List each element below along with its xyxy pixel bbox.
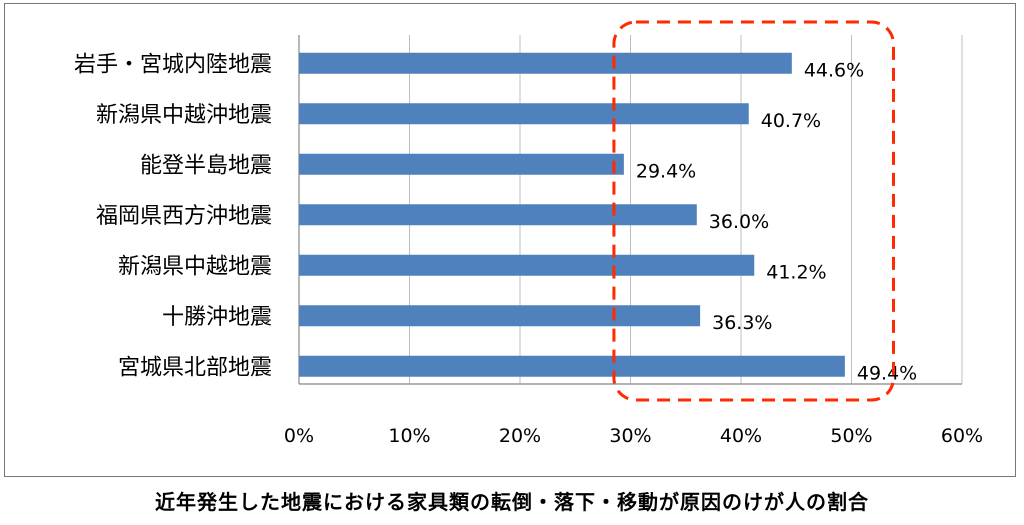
highlight-box — [612, 20, 895, 402]
category-label: 能登半島地震 — [140, 153, 272, 178]
value-label: 40.7% — [761, 110, 821, 132]
chart-caption: 近年発生した地震における家具類の転倒・落下・移動が原因のけが人の割合 — [155, 490, 869, 514]
bar — [299, 204, 697, 226]
value-label: 49.4% — [857, 362, 917, 384]
bar-chart: 岩手・宮城内陸地震 44.6% 新潟県中越沖地震 40.7% 能登半島地震 29.4% 福岡… — [74, 20, 983, 447]
category-label: 宮城県北部地震 — [118, 355, 272, 380]
value-label: 41.2% — [766, 261, 826, 283]
category-label: 岩手・宮城内陸地震 — [74, 52, 272, 77]
category-label: 新潟県中越沖地震 — [96, 103, 272, 128]
x-tick-label: 60% — [941, 425, 983, 447]
x-tick-label: 10% — [388, 425, 430, 447]
value-label: 29.4% — [636, 160, 696, 182]
bar — [299, 305, 701, 327]
chart-frame — [4, 3, 1016, 477]
x-tick-label: 30% — [609, 425, 651, 447]
bar — [299, 254, 755, 276]
bar — [299, 153, 624, 175]
bar — [299, 52, 792, 74]
value-label: 36.0% — [709, 211, 769, 233]
category-label: 新潟県中越地震 — [118, 254, 272, 279]
value-label: 44.6% — [804, 59, 864, 81]
x-tick-label: 0% — [284, 425, 314, 447]
value-label: 36.3% — [712, 312, 772, 334]
x-tick-label: 20% — [499, 425, 541, 447]
x-tick-label: 50% — [830, 425, 872, 447]
bar — [299, 355, 845, 377]
category-label: 十勝沖地震 — [162, 305, 272, 330]
x-tick-label: 40% — [720, 425, 762, 447]
bar — [299, 103, 749, 125]
category-label: 福岡県西方沖地震 — [96, 204, 272, 229]
